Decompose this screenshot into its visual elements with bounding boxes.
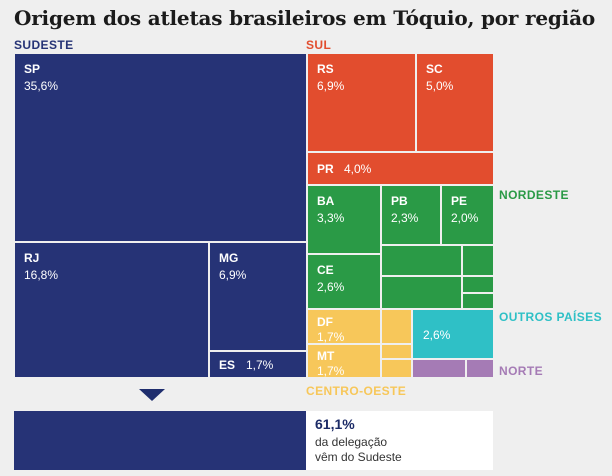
cell-code: RJ: [24, 251, 40, 265]
summary-line-2: vêm do Sudeste: [315, 450, 402, 464]
treemap-cell-nordeste-small: [462, 276, 494, 293]
region-label-centro-oeste: CENTRO-OESTE: [306, 384, 407, 398]
cell-code: MG: [219, 251, 239, 265]
treemap-cell-df: DF 1,7%: [307, 309, 381, 344]
treemap-cell-nordeste-small: [381, 245, 462, 276]
region-label-nordeste: NORDESTE: [499, 188, 569, 202]
treemap-cell-centro-oeste-small: [381, 344, 412, 359]
cell-value: 6,9%: [219, 268, 247, 282]
treemap-cell-sc: SC 5,0%: [416, 53, 494, 152]
cell-code: CE: [317, 263, 334, 277]
treemap-cell-pr: PR 4,0%: [307, 152, 494, 185]
cell-code: BA: [317, 194, 335, 208]
treemap-cell-mt: MT 1,7%: [307, 344, 381, 378]
cell-value: 3,3%: [317, 211, 345, 225]
cell-value: 1,7%: [246, 358, 274, 372]
cell-value: 35,6%: [24, 79, 59, 93]
treemap-cell-ba: BA 3,3%: [307, 185, 381, 254]
cell-code: PR: [317, 162, 334, 176]
region-label-sudeste: SUDESTE: [14, 38, 74, 52]
cell-value: 16,8%: [24, 268, 59, 282]
summary-note: 61,1% da delegação vêm do Sudeste: [306, 411, 493, 470]
cell-value: 6,9%: [317, 79, 345, 93]
treemap-cell-rs: RS 6,9%: [307, 53, 416, 152]
treemap-cell-norte: [466, 359, 494, 378]
cell-code: PB: [391, 194, 408, 208]
region-label-sul: SUL: [306, 38, 332, 52]
cell-code: SP: [24, 62, 41, 76]
treemap-cell-pb: PB 2,3%: [381, 185, 441, 245]
treemap-cell-centro-oeste-small: [381, 359, 412, 378]
cell-value: 2,3%: [391, 211, 419, 225]
cell-value: 2,0%: [451, 211, 479, 225]
cell-value: 2,6%: [423, 328, 451, 342]
region-label-outros-paises: OUTROS PAÍSES: [499, 310, 602, 324]
treemap-cell-mg: MG 6,9%: [209, 242, 307, 351]
region-label-norte: NORTE: [499, 364, 543, 378]
chart-title: Origem dos atletas brasileiros em Tóquio…: [14, 6, 595, 30]
treemap-cell-rj: RJ 16,8%: [14, 242, 209, 378]
treemap-cell-norte: [412, 359, 466, 378]
treemap-cell-es: ES 1,7%: [209, 351, 307, 378]
sudeste-summary-bar: [14, 411, 306, 470]
treemap-cell-sp: SP 35,6%: [14, 53, 307, 242]
cell-code: PE: [451, 194, 468, 208]
treemap-cell-nordeste-small: [381, 276, 462, 309]
treemap-cell-nordeste-small: [462, 293, 494, 309]
cell-value: 2,6%: [317, 280, 345, 294]
cell-value: 5,0%: [426, 79, 454, 93]
cell-code: RS: [317, 62, 334, 76]
treemap-cell-centro-oeste-small: [381, 309, 412, 344]
summary-line-1: da delegação: [315, 435, 388, 449]
cell-value: 4,0%: [344, 162, 372, 176]
treemap-cell-outros-paises: 2,6%: [412, 309, 494, 359]
treemap-cell-nordeste-small: [462, 245, 494, 276]
treemap-cell-ce: CE 2,6%: [307, 254, 381, 309]
treemap-cell-pe: PE 2,0%: [441, 185, 494, 245]
cell-value: 1,7%: [317, 364, 345, 378]
cell-code: DF: [317, 315, 333, 329]
cell-code: MT: [317, 349, 335, 363]
down-arrow-icon: [139, 389, 165, 401]
cell-value: 1,7%: [317, 330, 345, 344]
cell-code: SC: [426, 62, 443, 76]
cell-code: ES: [219, 358, 236, 372]
summary-value: 61,1%: [315, 416, 355, 432]
